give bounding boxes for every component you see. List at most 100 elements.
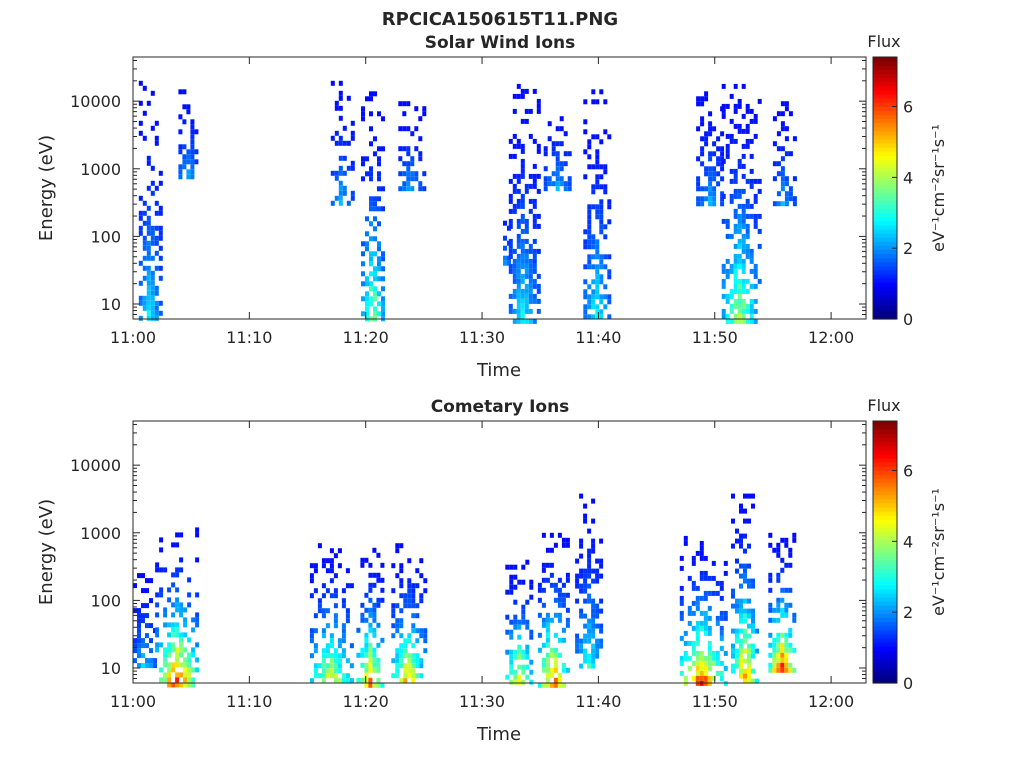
heatmap-cell	[583, 264, 588, 270]
heatmap-cell	[587, 299, 592, 305]
heatmap-cell	[695, 625, 700, 631]
heatmap-cell	[733, 103, 738, 109]
heatmap-cell	[679, 565, 684, 571]
heatmap-cell	[369, 96, 373, 102]
heatmap-cell	[377, 171, 381, 177]
heatmap-cell	[712, 141, 717, 147]
heatmap-cell	[595, 184, 600, 190]
colorbar-segment	[873, 437, 897, 443]
heatmap-cell	[419, 593, 424, 599]
heatmap-cell	[792, 196, 797, 202]
heatmap-cell	[317, 663, 322, 669]
colorbar-segment	[873, 245, 897, 250]
heatmap-cell	[345, 613, 350, 619]
heatmap-cell	[780, 121, 785, 127]
heatmap-cell	[583, 573, 588, 579]
heatmap-cell	[407, 638, 412, 644]
heatmap-cell	[190, 134, 195, 140]
heatmap-cell	[691, 610, 696, 616]
heatmap-cell	[737, 313, 742, 319]
heatmap-cell	[195, 622, 200, 628]
heatmap-cell	[691, 650, 696, 656]
heatmap-cell	[749, 268, 754, 274]
heatmap-cell	[414, 146, 419, 152]
heatmap-cell	[402, 181, 407, 187]
heatmap-cell	[508, 208, 513, 214]
heatmap-cell	[737, 228, 742, 234]
heatmap-cell	[735, 528, 739, 534]
heatmap-cell	[772, 116, 777, 122]
heatmap-cell	[399, 578, 404, 584]
heatmap-cell	[733, 213, 738, 219]
heatmap-cell	[191, 677, 196, 683]
heatmap-cell	[399, 568, 404, 574]
heatmap-cell	[376, 682, 381, 688]
heatmap-cell	[780, 632, 785, 638]
heatmap-cell	[725, 153, 730, 159]
heatmap-cell	[524, 318, 529, 324]
heatmap-cell	[745, 248, 750, 254]
heatmap-cell	[721, 308, 726, 314]
heatmap-cell	[587, 239, 592, 245]
heatmap-cell	[700, 116, 705, 122]
y-axis-label: Energy (eV)	[36, 135, 57, 241]
heatmap-cell	[737, 318, 742, 324]
heatmap-cell	[532, 198, 537, 204]
heatmap-cell	[509, 564, 514, 570]
colorbar-segment	[873, 609, 897, 614]
heatmap-cell	[406, 181, 411, 187]
heatmap-cell	[517, 579, 522, 585]
heatmap-cell	[313, 673, 318, 679]
heatmap-cell	[753, 263, 758, 269]
heatmap-cell	[512, 288, 517, 294]
colorbar-tick-label: 0	[903, 310, 913, 329]
colorbar-segment	[873, 151, 897, 156]
heatmap-cell	[776, 637, 781, 643]
heatmap-cell	[753, 298, 758, 304]
heatmap-cell	[553, 597, 558, 603]
heatmap-cell	[599, 314, 604, 320]
colorbar-segment	[873, 662, 897, 668]
heatmap-cell	[373, 311, 377, 317]
heatmap-cell	[525, 559, 530, 565]
heatmap-cell	[699, 555, 704, 561]
heatmap-cell	[788, 647, 793, 653]
heatmap-cell	[329, 653, 334, 659]
heatmap-cell	[768, 617, 773, 623]
heatmap-cell	[133, 643, 137, 649]
heatmap-cell	[377, 266, 381, 272]
heatmap-cell	[695, 665, 700, 671]
heatmap-cell	[309, 678, 314, 684]
heatmap-cell	[587, 638, 592, 644]
heatmap-cell	[524, 293, 529, 299]
heatmap-cell	[146, 100, 151, 106]
x-tick-label: 11:30	[459, 692, 505, 711]
heatmap-cell	[776, 547, 781, 553]
heatmap-cell	[406, 126, 411, 132]
heatmap-cell	[398, 171, 403, 177]
colorbar-segment	[873, 560, 897, 565]
heatmap-cell	[720, 151, 725, 157]
heatmap-cell	[737, 213, 742, 219]
heatmap-cell	[411, 628, 416, 634]
heatmap-cell	[145, 658, 149, 664]
heatmap-cell	[137, 643, 141, 649]
heatmap-cell	[410, 186, 415, 192]
heatmap-cell	[360, 557, 365, 563]
heatmap-cell	[528, 183, 533, 189]
heatmap-cell	[141, 638, 145, 644]
heatmap-cell	[549, 682, 554, 688]
heatmap-cell	[191, 647, 196, 653]
heatmap-cell	[711, 655, 716, 661]
heatmap-cell	[146, 185, 151, 191]
heatmap-cell	[549, 562, 554, 568]
heatmap-cell	[364, 662, 369, 668]
heatmap-cell	[729, 303, 734, 309]
heatmap-cell	[768, 642, 773, 648]
heatmap-cell	[309, 593, 314, 599]
heatmap-cell	[407, 673, 412, 679]
heatmap-cell	[406, 171, 411, 177]
heatmap-cell	[187, 577, 192, 583]
heatmap-cell	[528, 208, 533, 214]
heatmap-cell	[549, 667, 554, 673]
